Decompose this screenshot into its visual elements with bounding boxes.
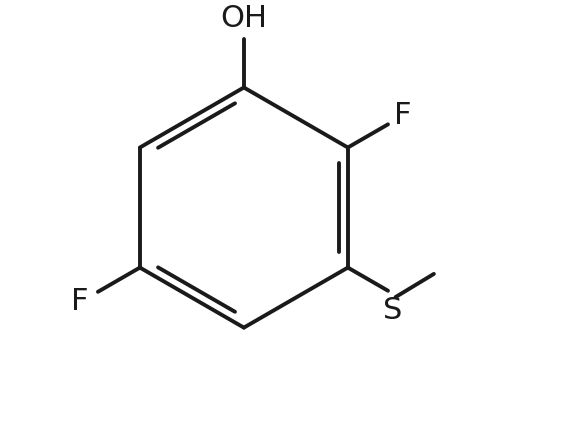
Text: OH: OH xyxy=(220,4,267,33)
Text: F: F xyxy=(394,101,411,130)
Text: F: F xyxy=(72,287,89,315)
Text: S: S xyxy=(383,297,402,325)
